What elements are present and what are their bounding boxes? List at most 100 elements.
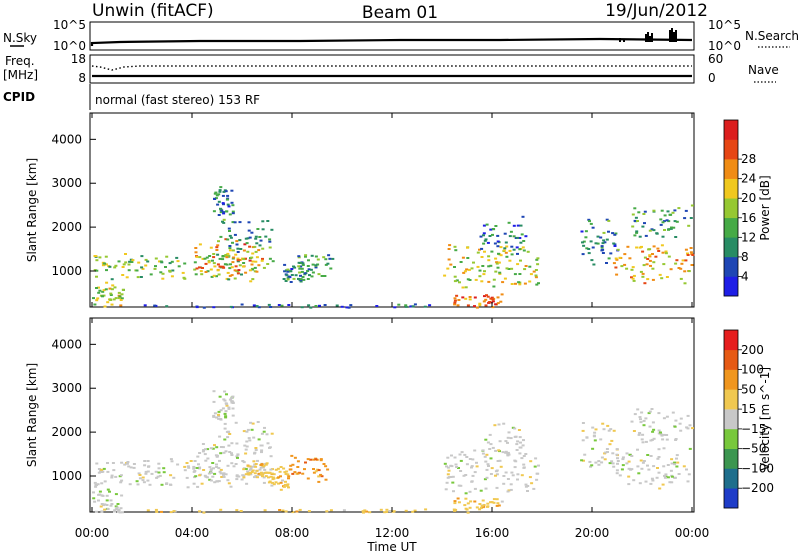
heatmap-cell xyxy=(664,250,668,253)
heatmap-cell xyxy=(246,470,250,473)
heatmap-cell xyxy=(632,430,636,432)
heatmap-cell xyxy=(494,257,498,260)
heatmap-cell xyxy=(673,476,677,479)
heatmap-cell xyxy=(638,432,642,434)
heatmap-cell xyxy=(228,433,232,435)
heatmap-cell xyxy=(491,300,495,303)
heatmap-cell xyxy=(283,263,287,266)
heatmap-cell xyxy=(267,303,271,306)
heatmap-cell xyxy=(672,226,676,229)
heatmap-cell xyxy=(459,459,463,462)
heatmap-cell xyxy=(244,271,248,274)
sky-right-tick-bottom: 10^0 xyxy=(708,39,741,53)
heatmap-cell xyxy=(604,451,608,454)
heatmap-cell xyxy=(319,473,323,476)
heatmap-cell xyxy=(140,255,144,258)
heatmap-cell xyxy=(507,268,511,270)
heatmap-cell xyxy=(506,490,510,493)
heatmap-cell xyxy=(262,464,266,467)
heatmap-cell xyxy=(506,436,510,439)
heatmap-cell xyxy=(240,273,243,276)
heatmap-cell xyxy=(466,278,470,281)
heatmap-cell xyxy=(106,462,109,464)
heatmap-cell xyxy=(491,298,495,301)
heatmap-cell xyxy=(194,475,198,478)
heatmap-cell xyxy=(95,484,98,486)
heatmap-cell xyxy=(489,501,492,504)
heatmap-cell xyxy=(519,441,522,444)
heatmap-cell xyxy=(201,267,204,269)
heatmap-cell xyxy=(528,476,532,479)
heatmap-cell xyxy=(216,253,220,256)
heatmap-cell xyxy=(137,472,141,475)
heatmap-cell xyxy=(639,418,642,421)
heatmap-cell xyxy=(254,260,258,263)
heatmap-cell xyxy=(657,448,661,451)
heatmap-cell xyxy=(298,271,302,274)
heatmap-cell xyxy=(129,258,133,261)
heatmap-cell xyxy=(255,270,259,273)
colorbar-swatch xyxy=(724,409,738,430)
heatmap-cell xyxy=(535,258,539,261)
heatmap-cell xyxy=(103,262,107,265)
heatmap-cell xyxy=(169,474,173,477)
colorbar-tick-label: 200 xyxy=(741,343,764,357)
colorbar-swatch xyxy=(724,389,738,410)
heatmap-cell xyxy=(247,229,251,232)
heatmap-cell xyxy=(253,472,257,475)
heatmap-cell xyxy=(644,440,648,443)
heatmap-cell xyxy=(638,235,642,238)
heatmap-cell xyxy=(487,265,491,268)
heatmap-cell xyxy=(627,475,631,478)
heatmap-cell xyxy=(647,468,651,471)
heatmap-cell xyxy=(221,255,225,258)
heatmap-cell xyxy=(657,412,661,415)
heatmap-cell xyxy=(323,304,327,306)
heatmap-cell xyxy=(248,236,252,239)
heatmap-cell xyxy=(196,485,200,488)
heatmap-cell xyxy=(536,257,540,260)
heatmap-cell xyxy=(580,230,584,233)
heatmap-cell xyxy=(488,235,492,237)
heatmap-cell xyxy=(172,476,176,479)
heatmap-cell xyxy=(608,443,612,446)
heatmap-cell xyxy=(212,262,216,265)
heatmap-cell xyxy=(446,473,450,476)
colorbar-swatch xyxy=(724,178,738,199)
heatmap-cell xyxy=(665,434,669,436)
heatmap-cell xyxy=(236,247,240,250)
heatmap-cell xyxy=(581,422,585,424)
heatmap-cell xyxy=(648,259,652,262)
heatmap-cell xyxy=(222,211,225,214)
heatmap-cell xyxy=(632,479,636,482)
heatmap-cell xyxy=(468,490,472,493)
heatmap-cell xyxy=(675,457,678,460)
heatmap-cell xyxy=(249,473,253,476)
heatmap-cell xyxy=(635,231,639,234)
heatmap-cell xyxy=(284,510,288,513)
heatmap-cell xyxy=(689,247,693,249)
heatmap-cell xyxy=(688,447,692,450)
heatmap-cell xyxy=(522,463,526,466)
heatmap-cell xyxy=(663,476,667,479)
heatmap-cell xyxy=(658,273,662,276)
heatmap-cell xyxy=(503,277,507,280)
heatmap-cell xyxy=(610,439,614,442)
heatmap-cell xyxy=(98,256,102,259)
heatmap-cell xyxy=(154,257,158,260)
heatmap-cell xyxy=(478,248,481,251)
heatmap-cell xyxy=(326,468,330,471)
heatmap-cell xyxy=(213,197,216,200)
heatmap-cell xyxy=(413,303,417,306)
heatmap-cell xyxy=(227,278,231,281)
heatmap-cell xyxy=(261,475,264,478)
heatmap-cell xyxy=(638,482,642,485)
heatmap-cell xyxy=(461,296,465,299)
colorbar-tick-label: 8 xyxy=(741,250,749,264)
heatmap-cell xyxy=(304,254,308,257)
heatmap-cell xyxy=(157,471,161,474)
heatmap-cell xyxy=(480,280,484,283)
heatmap-cell xyxy=(485,223,489,226)
heatmap-cell xyxy=(318,304,321,307)
